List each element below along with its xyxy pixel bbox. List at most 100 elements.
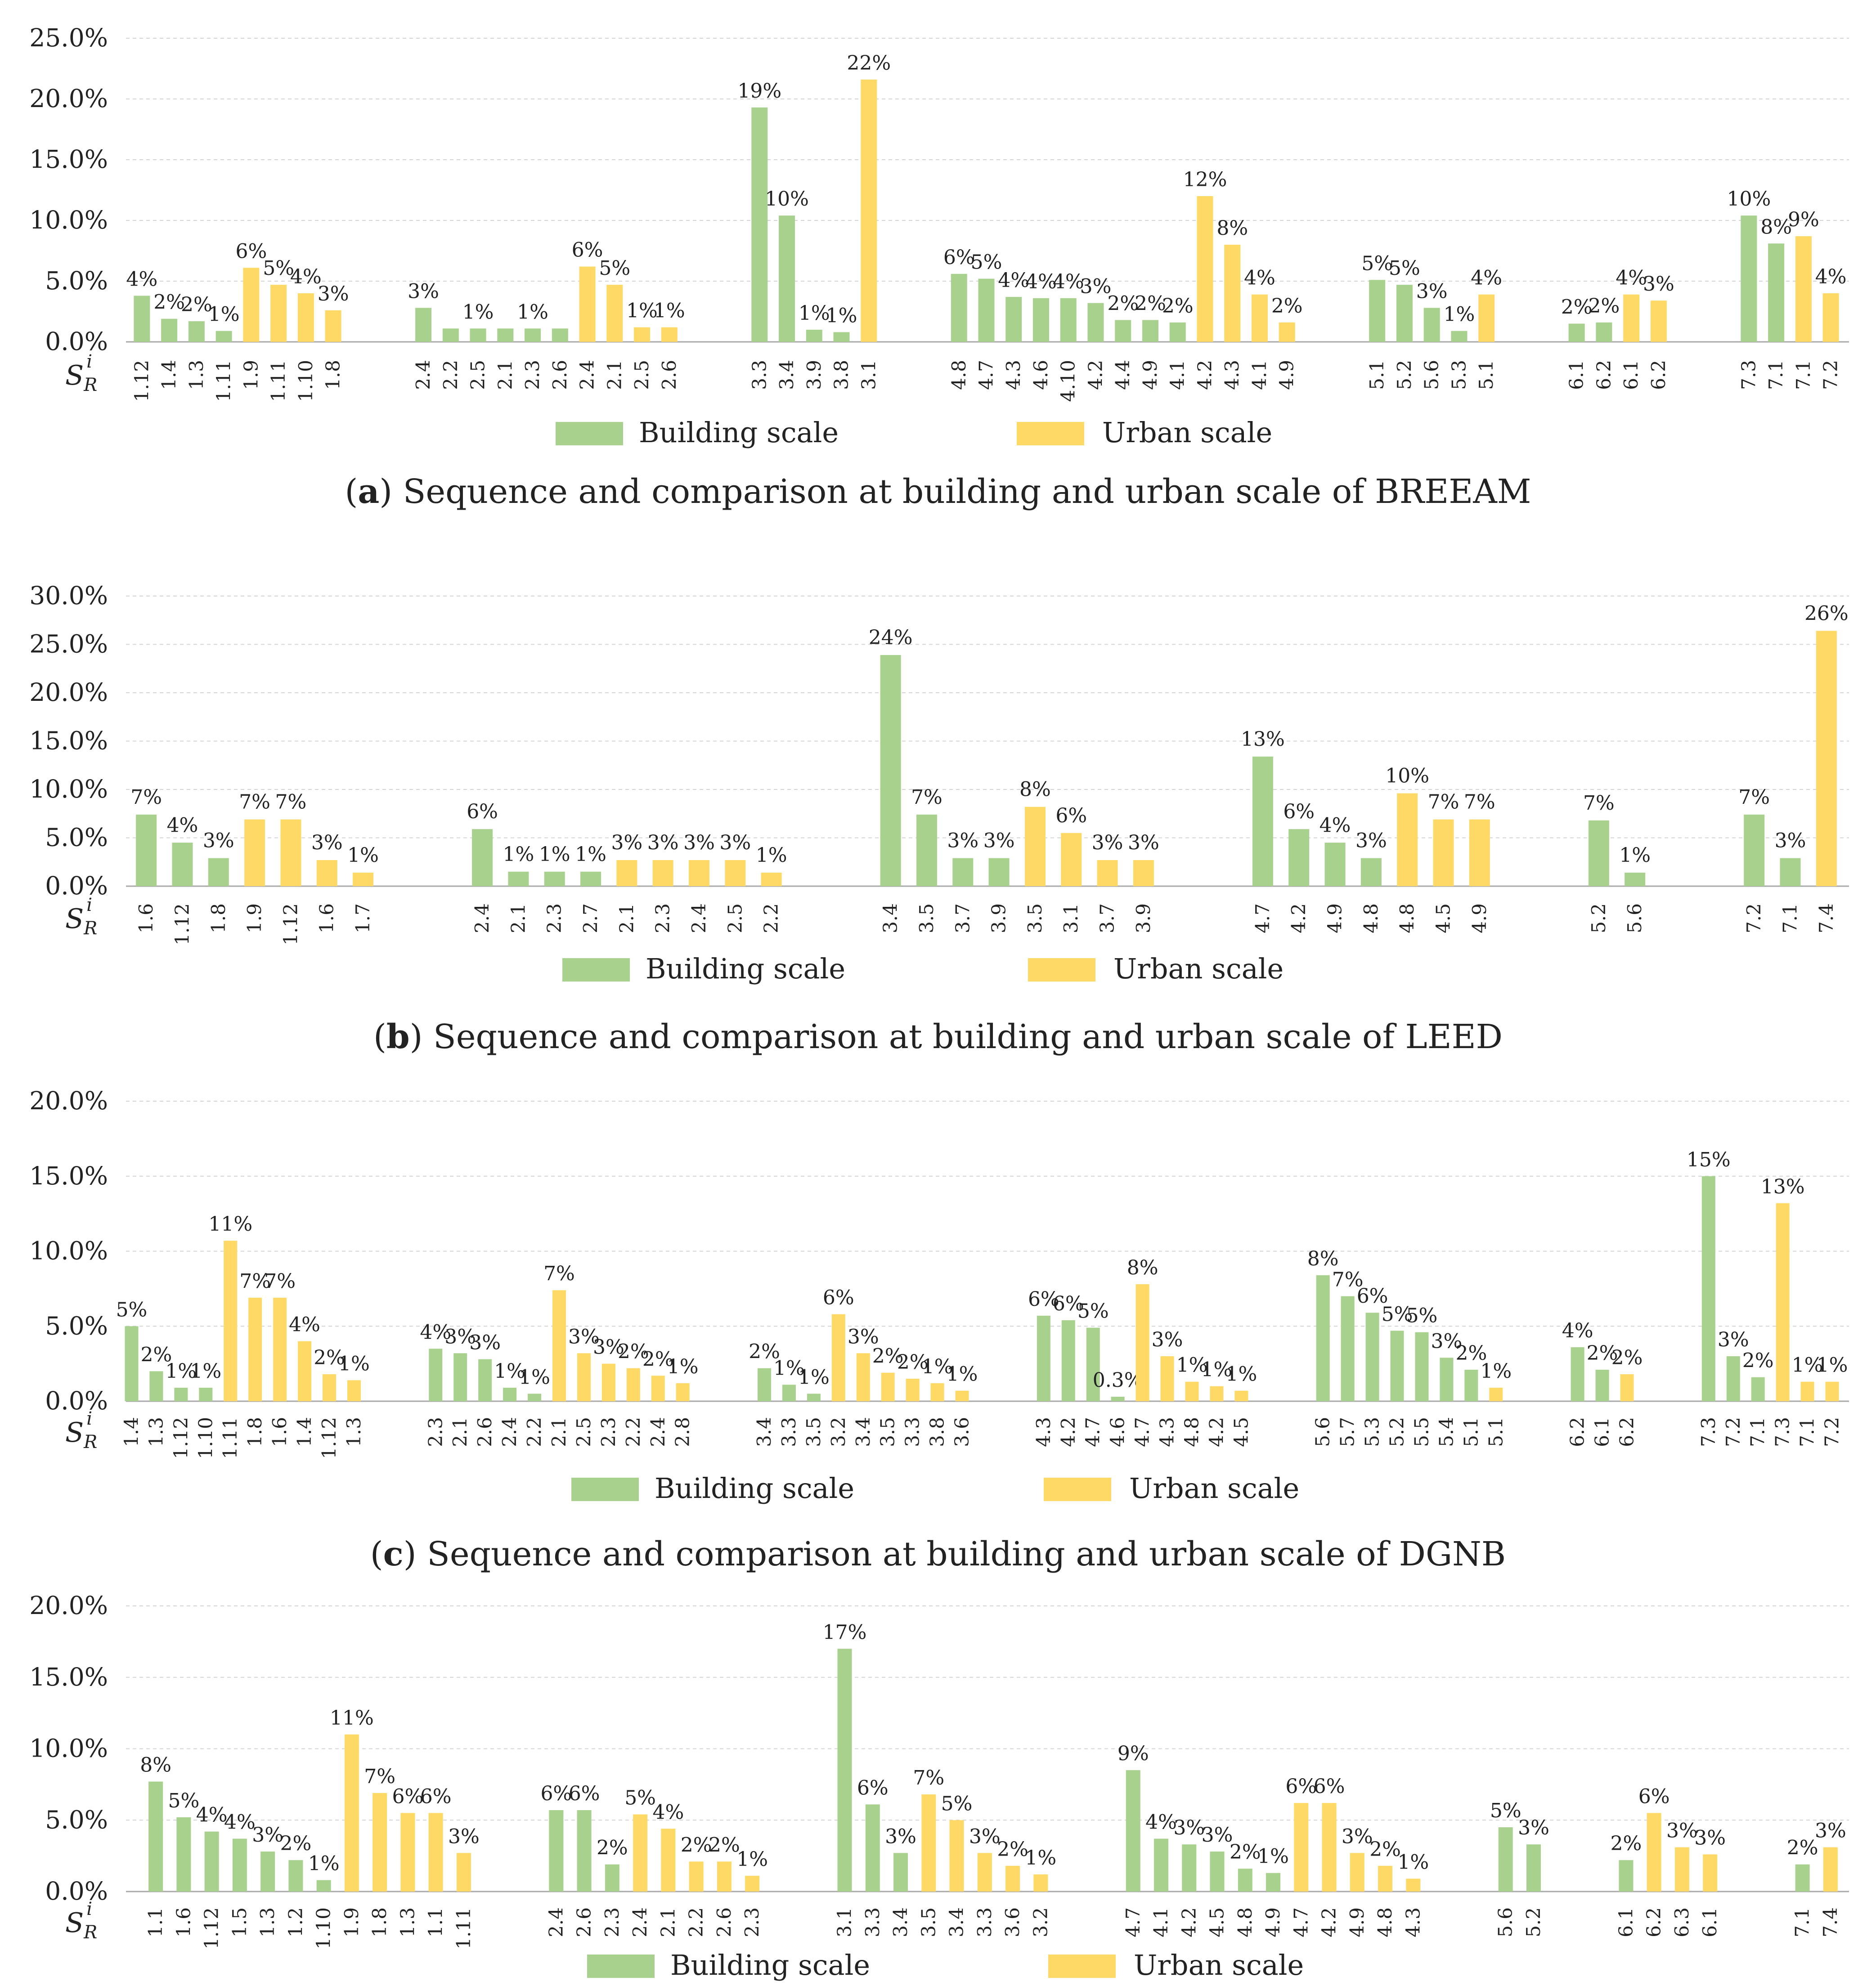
legend-label-urban: Urban scale [1113, 952, 1284, 985]
category-label: 2.4 [545, 1907, 567, 1937]
bar-urban [930, 1383, 944, 1401]
data-label: 8% [1216, 217, 1248, 240]
bar-building [1126, 1770, 1140, 1892]
data-label: 4% [224, 1811, 256, 1834]
bar-building [508, 871, 529, 886]
bar-building [199, 1387, 213, 1401]
bar-building [453, 1353, 467, 1401]
bar-building [1316, 1275, 1330, 1401]
data-label: 5% [1382, 1303, 1413, 1326]
bar-building [916, 814, 937, 886]
category-label: 1.12 [171, 903, 193, 946]
category-label: 5.2 [1386, 1417, 1408, 1447]
category-label: 4.1 [1167, 360, 1189, 390]
bar-group-4: 6% 4.8 5% 4.7 4% 4.3 4% 4.6 4% 4.10 3% 4.2 2% 4.4 2% 4.… [943, 168, 1303, 402]
bar-building [260, 1852, 275, 1892]
category-label: 5.1 [1460, 1417, 1482, 1447]
category-label: 1.3 [185, 360, 207, 390]
bar-group-5: 5% 5.6 3% 5.2 [1490, 1799, 1549, 1937]
data-label: 1% [736, 1848, 768, 1871]
bar-urban [831, 1314, 845, 1401]
bar-group-5: 8% 5.6 7% 5.7 6% 5.3 5% 5.2 5% 5.5 3% 5.4 2% 5.1 1% 5.1 [1307, 1247, 1512, 1447]
category-label: 4.8 [1234, 1907, 1256, 1937]
bar-building [1595, 1369, 1609, 1401]
bar-urban [745, 1876, 760, 1892]
bar-group-1: 8% 1.1 5% 1.6 4% 1.12 4% 1.5 3% 1.3 2% 1.2 1% 1.10 11%… [140, 1707, 480, 1950]
bar-urban [1061, 833, 1082, 886]
bar-building [865, 1804, 880, 1892]
category-label: 2.1 [657, 1907, 679, 1937]
data-label: 1% [517, 300, 548, 323]
category-label: 5.4 [1435, 1417, 1457, 1447]
bar-urban [353, 872, 374, 886]
data-label: 3% [1355, 829, 1387, 852]
data-label: 3% [318, 282, 349, 305]
category-label: 6.3 [1671, 1907, 1693, 1937]
category-label: 1.6 [316, 903, 338, 933]
y-tick-label: 15.0% [29, 726, 108, 755]
bar-building [1780, 858, 1801, 886]
data-label: 2% [872, 1345, 904, 1368]
bar-urban [661, 327, 678, 342]
data-label: 2% [1611, 1346, 1643, 1369]
bar-building [751, 107, 768, 342]
category-label: 4.8 [1396, 903, 1418, 933]
data-label: 6% [540, 1782, 572, 1805]
bar-urban [273, 1297, 287, 1401]
category-label: 1.11 [267, 360, 289, 402]
category-label: 5.2 [1522, 1907, 1544, 1937]
category-label: 1.4 [120, 1417, 142, 1447]
bar-building [125, 1326, 139, 1401]
category-label: 2.5 [631, 360, 653, 390]
bar-urban [1251, 294, 1268, 342]
category-label: 1.5 [229, 1907, 251, 1937]
bar-building [1238, 1869, 1252, 1892]
data-label: 7% [264, 1270, 296, 1293]
data-label: 1% [773, 1357, 805, 1380]
bar-urban [1647, 1813, 1661, 1892]
y-tick-label: 30.0% [29, 581, 108, 610]
bar-urban [1397, 793, 1418, 886]
bar-building [136, 814, 157, 886]
bar-building [1032, 298, 1049, 342]
bar-building [1768, 243, 1785, 342]
category-label: 6.2 [1616, 1417, 1638, 1447]
data-label: 1% [1397, 1851, 1429, 1874]
bar-urban [224, 1241, 238, 1401]
category-label: 1.3 [145, 1417, 167, 1447]
bar-urban [1378, 1865, 1393, 1892]
data-label: 4% [998, 269, 1029, 292]
bar-urban [725, 860, 746, 886]
category-label: 1.4 [293, 1417, 315, 1447]
bar-urban [949, 1820, 964, 1892]
category-label: 1.8 [207, 903, 229, 933]
bar-building [988, 858, 1010, 886]
legend-label-urban: Urban scale [1102, 416, 1272, 449]
data-label: 2% [1369, 1838, 1401, 1861]
category-label: 7.2 [1743, 903, 1765, 933]
bar-group-5: 7% 5.2 1% 5.6 [1583, 792, 1651, 933]
category-label: 2.6 [658, 360, 680, 390]
category-label: 1.11 [219, 1417, 241, 1459]
data-label: 4% [290, 265, 322, 288]
bar-urban [1185, 1381, 1199, 1401]
bar-building [161, 318, 178, 342]
legend-swatch-urban [1048, 1955, 1116, 1978]
category-label: 6.1 [1615, 1907, 1637, 1937]
category-label: 3.4 [946, 1907, 968, 1937]
data-label: 1% [1025, 1847, 1056, 1869]
data-label: 1% [208, 303, 240, 326]
bar-urban [761, 872, 782, 886]
category-label: 3.2 [1029, 1907, 1051, 1937]
category-label: 3.9 [803, 360, 825, 390]
bar-urban [1703, 1854, 1718, 1892]
data-label: 3% [983, 829, 1015, 852]
category-label: 4.1 [1248, 360, 1270, 390]
bar-building [978, 278, 995, 342]
bar-building [208, 858, 229, 886]
bar-building [782, 1385, 796, 1401]
category-label: 1.9 [240, 360, 262, 390]
category-label: 5.2 [1588, 903, 1610, 933]
bar-building [415, 308, 432, 342]
